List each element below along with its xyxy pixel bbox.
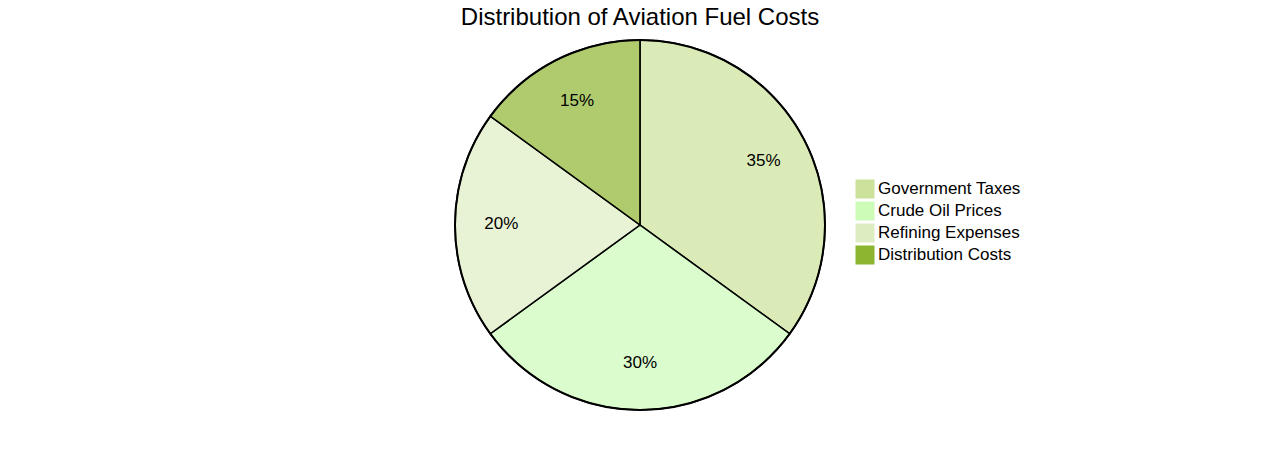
legend-swatch [856,224,874,242]
legend-label: Distribution Costs [878,245,1011,264]
legend-label: Crude Oil Prices [878,201,1002,220]
data-label: 15% [560,91,594,110]
data-label: 30% [623,353,657,372]
legend-entry: Government Taxes [856,179,1020,198]
legend-label: Refining Expenses [878,223,1020,242]
legend-entry: Crude Oil Prices [856,201,1002,220]
data-label: 20% [484,214,518,233]
legend-entry: Refining Expenses [856,223,1020,242]
chart: Distribution of Aviation Fuel Costs 35% 30… [0,0,1280,450]
pie-slice [490,40,640,225]
legend: Government Taxes Crude Oil Prices Refining… [856,179,1020,264]
title: Distribution of Aviation Fuel Costs [461,3,819,30]
legend-swatch [856,202,874,220]
legend-swatch [856,180,874,198]
data-label: 35% [747,151,781,170]
pie: 35% 30% 20% 15% [455,40,825,410]
legend-entry: Distribution Costs [856,245,1011,264]
legend-label: Government Taxes [878,179,1020,198]
pie-outline [455,40,825,410]
legend-swatch [856,246,874,264]
